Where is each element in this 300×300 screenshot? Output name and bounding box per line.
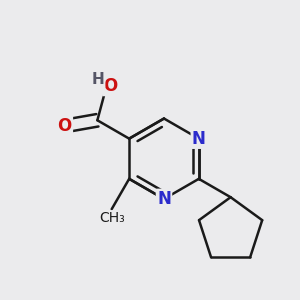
Text: N: N (192, 130, 206, 148)
Text: H: H (92, 72, 105, 87)
Text: O: O (103, 77, 117, 95)
Text: N: N (157, 190, 171, 208)
Text: O: O (58, 117, 72, 135)
Text: CH₃: CH₃ (99, 211, 124, 225)
